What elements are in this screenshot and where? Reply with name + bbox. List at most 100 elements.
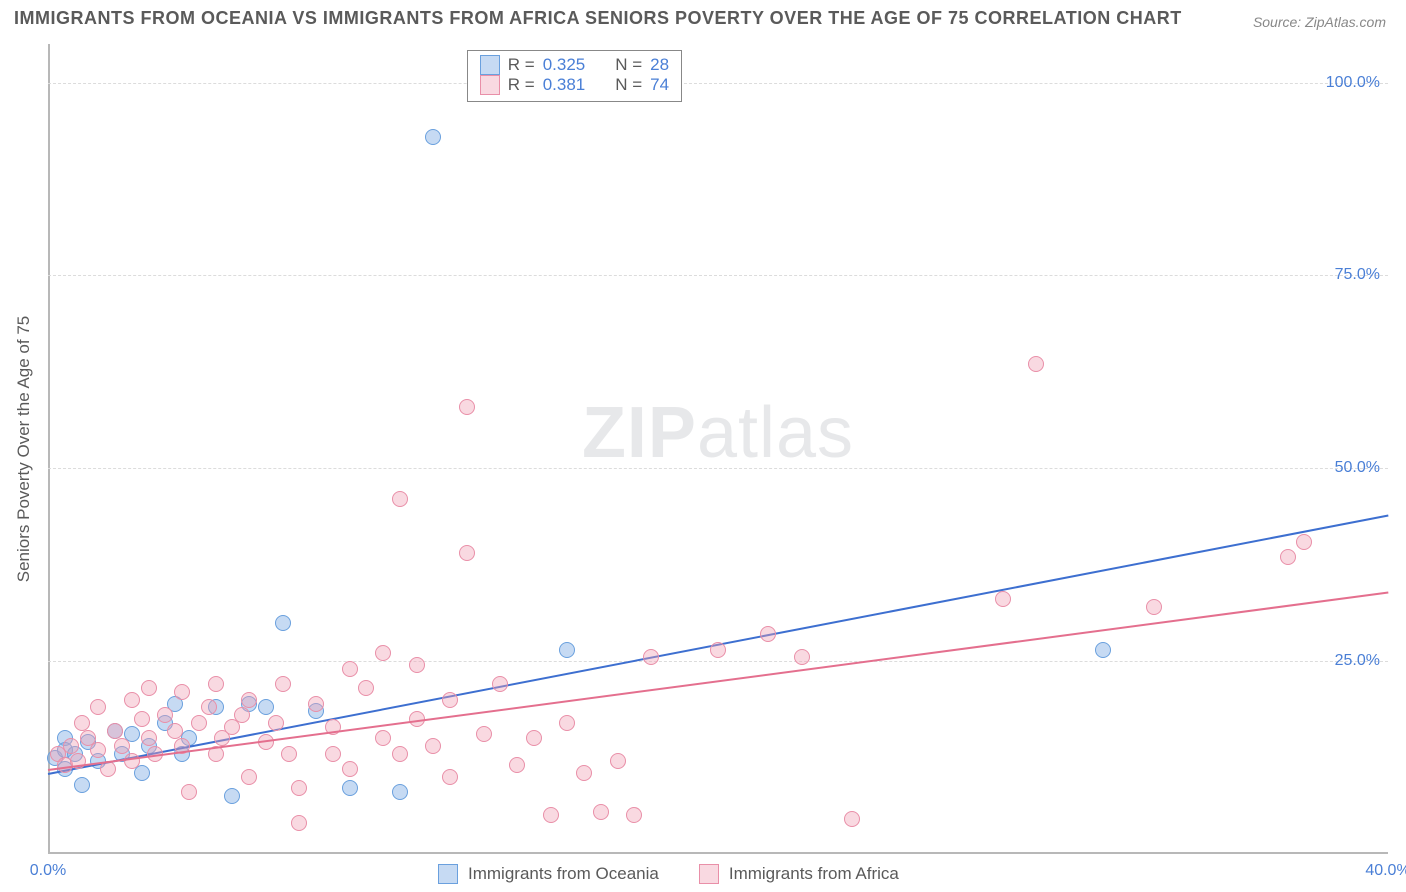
y-axis-label: Seniors Poverty Over the Age of 75 [14, 316, 34, 582]
data-point [1296, 534, 1312, 550]
legend-swatch [438, 864, 458, 884]
data-point [392, 784, 408, 800]
data-point [593, 804, 609, 820]
data-point [63, 738, 79, 754]
data-point [141, 730, 157, 746]
watermark-bold: ZIP [582, 393, 697, 473]
data-point [576, 765, 592, 781]
y-tick-label: 25.0% [1335, 652, 1380, 670]
series-name: Immigrants from Oceania [468, 864, 659, 884]
data-point [275, 615, 291, 631]
data-point [643, 649, 659, 665]
r-label: R = [508, 55, 535, 75]
source-prefix: Source: [1253, 14, 1305, 30]
data-point [325, 746, 341, 762]
x-tick-label: 40.0% [1365, 862, 1406, 880]
watermark: ZIPatlas [582, 392, 854, 474]
data-point [241, 692, 257, 708]
scatter-chart: Seniors Poverty Over the Age of 75 ZIPat… [48, 44, 1388, 854]
gridline [48, 275, 1388, 276]
data-point [74, 777, 90, 793]
data-point [425, 738, 441, 754]
data-point [342, 761, 358, 777]
data-point [425, 129, 441, 145]
data-point [275, 676, 291, 692]
data-point [459, 399, 475, 415]
series-legend: Immigrants from Oceania Immigrants from A… [438, 864, 899, 884]
gridline [48, 83, 1388, 84]
data-point [1146, 599, 1162, 615]
series-name: Immigrants from Africa [729, 864, 899, 884]
data-point [174, 684, 190, 700]
data-point [191, 715, 207, 731]
data-point [442, 769, 458, 785]
stats-legend: R =0.325N =28R =0.381N =74 [467, 50, 682, 102]
data-point [208, 676, 224, 692]
series-legend-item: Immigrants from Africa [699, 864, 899, 884]
data-point [476, 726, 492, 742]
data-point [492, 676, 508, 692]
data-point [258, 699, 274, 715]
y-tick-label: 50.0% [1335, 459, 1380, 477]
data-point [281, 746, 297, 762]
data-point [375, 730, 391, 746]
data-point [167, 723, 183, 739]
r-label: R = [508, 75, 535, 95]
data-point [141, 680, 157, 696]
n-value: 74 [650, 75, 669, 95]
data-point [134, 711, 150, 727]
data-point [1028, 356, 1044, 372]
data-point [375, 645, 391, 661]
r-value: 0.325 [543, 55, 586, 75]
data-point [90, 699, 106, 715]
y-tick-label: 75.0% [1335, 266, 1380, 284]
data-point [392, 491, 408, 507]
data-point [559, 715, 575, 731]
data-point [90, 742, 106, 758]
watermark-light: atlas [697, 393, 854, 473]
data-point [760, 626, 776, 642]
data-point [509, 757, 525, 773]
y-axis-line [48, 44, 50, 854]
data-point [358, 680, 374, 696]
r-value: 0.381 [543, 75, 586, 95]
legend-swatch [699, 864, 719, 884]
y-tick-label: 100.0% [1326, 74, 1380, 92]
source-name: ZipAtlas.com [1305, 14, 1386, 30]
data-point [157, 707, 173, 723]
data-point [124, 753, 140, 769]
data-point [291, 780, 307, 796]
data-point [995, 591, 1011, 607]
n-label: N = [615, 75, 642, 95]
source-credit: Source: ZipAtlas.com [1253, 14, 1386, 30]
data-point [626, 807, 642, 823]
data-point [107, 723, 123, 739]
data-point [710, 642, 726, 658]
chart-title: IMMIGRANTS FROM OCEANIA VS IMMIGRANTS FR… [14, 8, 1182, 29]
data-point [442, 692, 458, 708]
data-point [409, 657, 425, 673]
legend-swatch [480, 55, 500, 75]
data-point [342, 780, 358, 796]
data-point [224, 788, 240, 804]
data-point [291, 815, 307, 831]
data-point [1280, 549, 1296, 565]
data-point [201, 699, 217, 715]
data-point [308, 696, 324, 712]
data-point [392, 746, 408, 762]
data-point [74, 715, 90, 731]
data-point [241, 769, 257, 785]
data-point [794, 649, 810, 665]
plot-area: ZIPatlas 25.0%50.0%75.0%100.0%0.0%40.0%R… [48, 44, 1388, 854]
data-point [114, 738, 130, 754]
data-point [268, 715, 284, 731]
stats-legend-row: R = 0.381 N = 74 [480, 75, 669, 95]
x-tick-label: 0.0% [30, 862, 66, 880]
data-point [181, 784, 197, 800]
data-point [1095, 642, 1111, 658]
gridline [48, 468, 1388, 469]
n-label: N = [615, 55, 642, 75]
data-point [526, 730, 542, 746]
data-point [124, 692, 140, 708]
series-legend-item: Immigrants from Oceania [438, 864, 659, 884]
